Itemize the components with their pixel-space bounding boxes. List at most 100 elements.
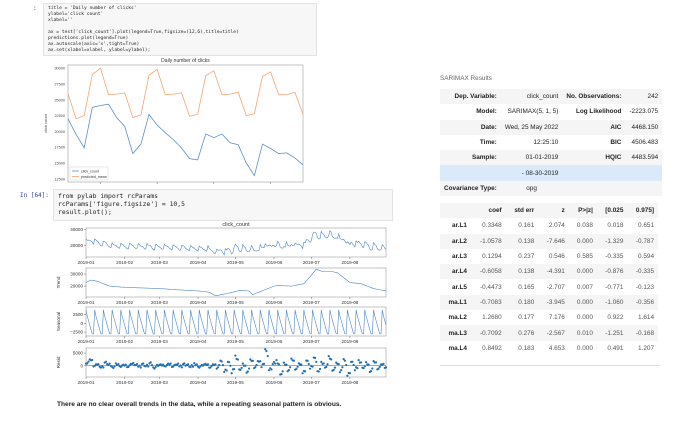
resid-point (210, 364, 213, 367)
summary-value (625, 181, 662, 196)
resid-point (330, 358, 333, 361)
coef-row: ar.L1 0.3348 0.161 2.074 0.038 0.018 0.651 (440, 218, 658, 233)
panel-resid: 0 5000 Resid 2019-01 2019-02 2019-03 2019-04 20… (56, 347, 388, 385)
coef-value: 0.651 (638, 222, 654, 230)
resid-point (189, 366, 192, 369)
resid-point (277, 363, 281, 366)
resid-point (209, 366, 212, 369)
x-tick-label: 2019-08 (341, 300, 358, 305)
legend-label: click_count (81, 169, 99, 173)
coef-header-cell: 0.975] (635, 207, 654, 215)
resid-point (234, 354, 237, 357)
coef-value: -0.356 (635, 298, 654, 306)
x-tick-label: 2019-05 (227, 300, 244, 305)
resid-point (139, 366, 142, 369)
x-tick-label: 2019-08 (341, 260, 358, 265)
code-line: result.plot(); (58, 208, 112, 216)
resid-point (86, 362, 89, 365)
resid-point (317, 370, 320, 373)
summary-label: Sample: (471, 154, 497, 162)
coef-value: 0.276 (518, 329, 535, 337)
code-line: ylabel='click count' (48, 12, 104, 17)
summary-row: Covariance Type: opg (440, 180, 663, 197)
summary-value: - 08-30-2019 (521, 169, 559, 177)
resid-point (113, 365, 116, 368)
coef-row: ma.L4 0.8492 0.183 4.653 0.000 0.491 1.207 (440, 341, 658, 356)
resid-point (246, 370, 249, 373)
resid-point (164, 365, 167, 368)
coef-value: 0.585 (576, 253, 593, 261)
resid-point (315, 360, 318, 363)
resid-point (225, 369, 228, 372)
y-tick-label: 30000 (70, 272, 83, 277)
resid-point (153, 367, 156, 370)
resid-point (325, 365, 328, 369)
y-tick-label: 20000 (54, 130, 65, 134)
summary-value: opg (526, 184, 537, 192)
resid-point (128, 364, 131, 367)
coef-header-cell: [0.025 (605, 207, 624, 215)
resid-point (150, 363, 154, 367)
resid-point (322, 362, 325, 365)
y-tick-label: 5000 (73, 351, 84, 356)
cell-prompt: : (33, 5, 37, 12)
code-cell-1[interactable]: title = 'Daily number of clicks' ylabel='… (43, 3, 317, 56)
resid-point (97, 363, 100, 366)
summary-value (625, 165, 662, 180)
code-line: rcParams['figure.figsize'] = 10,5 (58, 200, 185, 208)
summary-label: Log Likelihood (575, 108, 622, 116)
summary-value: 242 (647, 93, 659, 101)
x-tick-label: 2019-07 (303, 380, 320, 385)
coef-value: -1.251 (605, 329, 624, 337)
resid-point (382, 362, 385, 365)
resid-point (93, 364, 96, 367)
resid-point (307, 362, 310, 366)
resid-point (254, 366, 257, 369)
coef-value: -0.6058 (479, 268, 502, 276)
resid-point (220, 360, 223, 363)
table-scroll-edge (440, 361, 660, 366)
coef-value: 4.653 (548, 344, 565, 352)
resid-point (154, 365, 157, 369)
resid-point (281, 370, 284, 373)
coef-value: 0.161 (518, 222, 535, 230)
code-line: predictions.plot(legend=True) (48, 36, 129, 41)
y-axis-label: Trend (56, 276, 61, 288)
resid-point (378, 365, 381, 368)
code-line: xlabel='' (48, 18, 73, 23)
coef-row: ar.L3 0.1294 0.237 0.546 0.585 -0.335 0.594 (440, 249, 658, 264)
resid-point (313, 356, 317, 359)
y-tick-label: 2500 (73, 312, 84, 317)
x-tick-label: 2019-02 (116, 300, 133, 305)
x-tick-label: 2019-06 (266, 339, 283, 344)
resid-point (342, 357, 345, 361)
summary-label: HQIC (605, 154, 622, 162)
resid-point (191, 365, 195, 368)
resid-point (228, 361, 231, 364)
coef-table: coef std err z P>|z| [0.025 0.975] ar.L1 0.3348… (440, 203, 658, 356)
resid-point (296, 365, 299, 368)
summary-label: No. Observations: (566, 93, 622, 101)
y-tick-label: 25000 (54, 98, 65, 102)
coef-value: 0.491 (607, 344, 624, 352)
code-line: ax.set(xlabel=xlabel, ylabel=ylabel); (48, 48, 151, 53)
resid-point (91, 358, 94, 362)
coef-value: 0.594 (638, 253, 654, 261)
summary-row: Date: Wed, 25 May 2022 AIC 4468.150 (440, 119, 663, 135)
resid-point (218, 363, 221, 367)
resid-point (360, 361, 363, 364)
coef-value: -7.646 (546, 237, 565, 245)
resid-point (352, 363, 355, 367)
resid-point (290, 357, 293, 360)
coef-value: 0.165 (518, 283, 535, 291)
markdown-text: There are no clear overall trends in the… (57, 401, 342, 408)
code-cell-2[interactable]: from pylab import rcParams rcParams['figu… (53, 189, 393, 221)
x-tick-label: 2019-08 (341, 339, 358, 344)
resid-point (357, 359, 360, 362)
resid-point (285, 363, 288, 366)
panel-frame (85, 306, 387, 337)
y-tick-label: 0 (80, 363, 83, 368)
summary-label (562, 181, 625, 196)
y-axis-label: Resid (56, 356, 61, 368)
resid-point (363, 365, 366, 368)
